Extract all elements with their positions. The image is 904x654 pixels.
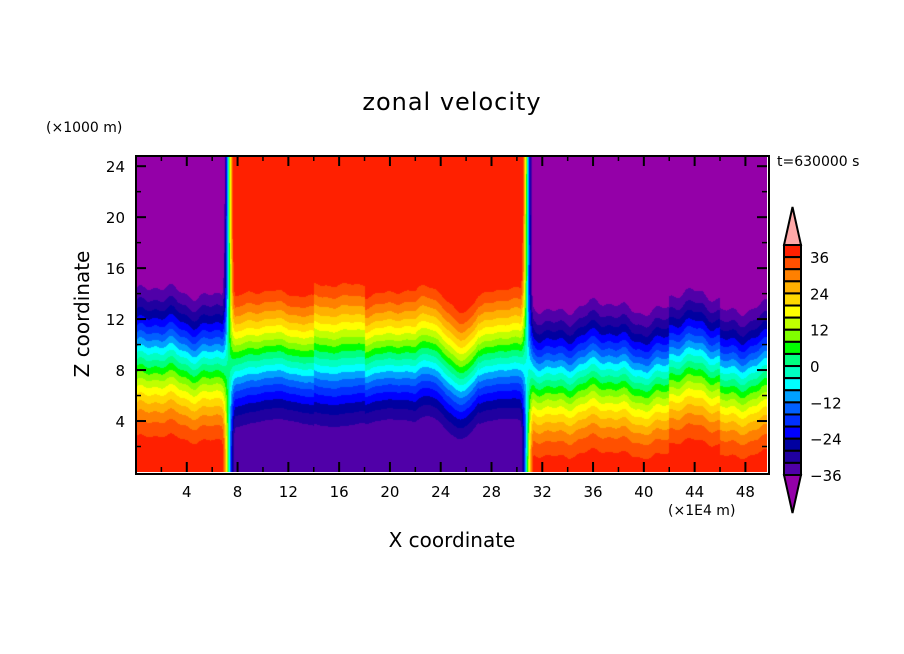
y-axis-unit-label: (×1000 m) [46, 120, 123, 136]
colorbar-box [783, 256, 802, 271]
plot-frame [135, 155, 770, 475]
colorbar-box [783, 461, 802, 477]
colorbar-tick-label: 36 [810, 249, 829, 267]
x-axis-label-text: X coordinate [388, 528, 516, 552]
colorbar-extend-under [782, 474, 803, 514]
y-tick-label: 8 [115, 362, 125, 380]
chart-title: zonal velocity [362, 88, 542, 116]
colorbar-box [783, 377, 802, 392]
colorbar-box [783, 413, 802, 428]
colorbar-box [783, 328, 802, 343]
y-tick-label: 16 [106, 260, 125, 278]
x-axis-unit-label: (×1E4 m) [668, 503, 736, 519]
colorbar-box [783, 292, 802, 307]
colorbar-box [783, 340, 802, 355]
x-tick-label: 16 [330, 483, 349, 501]
colorbar-tick-label: −24 [810, 431, 842, 449]
colorbar-box [783, 280, 802, 295]
colorbar-box [783, 268, 802, 283]
x-tick-label: 44 [685, 483, 704, 501]
colorbar-tick-label: −36 [810, 467, 842, 485]
x-tick-label: 28 [482, 483, 501, 501]
x-tick-label: 48 [736, 483, 755, 501]
colorbar-box [783, 401, 802, 416]
colorbar-box [783, 437, 802, 452]
y-tick-label: 20 [106, 209, 125, 227]
colorbar-tick-label: 24 [810, 285, 829, 303]
x-tick-label: 40 [634, 483, 653, 501]
contour-field [136, 156, 767, 472]
colorbar-box [783, 352, 802, 368]
colorbar-box [783, 389, 802, 404]
x-tick-label: 36 [584, 483, 603, 501]
x-tick-label: 32 [533, 483, 552, 501]
x-tick-label: 4 [182, 483, 192, 501]
colorbar-box [783, 449, 802, 464]
x-tick-label: 8 [233, 483, 243, 501]
colorbar-box [783, 316, 802, 331]
colorbar-extend-over [782, 206, 803, 246]
y-tick-label: 12 [106, 311, 125, 329]
colorbar-tick-label: 0 [810, 358, 820, 376]
y-tick-label: 24 [106, 158, 125, 176]
colorbar-box [783, 365, 802, 380]
colorbar-box [783, 244, 802, 259]
colorbar-box [783, 304, 802, 319]
x-tick-label: 20 [380, 483, 399, 501]
time-annotation: t=630000 s [777, 154, 860, 170]
y-tick-label: 4 [115, 413, 125, 431]
x-tick-label: 24 [431, 483, 450, 501]
x-tick-label: 12 [279, 483, 298, 501]
colorbar-tick-label: −12 [810, 394, 842, 412]
x-axis-label: X coordinate [0, 528, 904, 552]
colorbar-box [783, 425, 802, 440]
colorbar-tick-label: 12 [810, 322, 829, 340]
